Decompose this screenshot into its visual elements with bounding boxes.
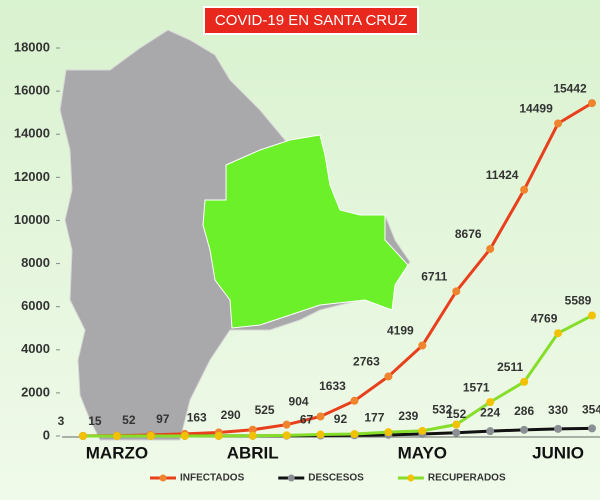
data-label: 354 (582, 403, 600, 417)
data-label: 97 (156, 412, 170, 426)
x-tick-label: MAYO (398, 443, 447, 462)
data-label: 2511 (497, 360, 523, 374)
data-label: 2763 (353, 355, 380, 369)
data-point (384, 372, 393, 381)
data-point (520, 425, 529, 434)
y-tick-label: 16000 (14, 83, 50, 98)
y-tick-label: 0 (43, 427, 50, 442)
y-tick-label: 18000 (14, 39, 50, 54)
data-point (79, 432, 87, 440)
chart-title: COVID-19 EN SANTA CRUZ (215, 12, 407, 29)
legend-label: INFECTADOS (180, 473, 245, 484)
y-tick-label: 2000 (21, 384, 50, 399)
y-tick-label: 12000 (14, 169, 50, 184)
data-label: 224 (480, 405, 500, 419)
data-point (486, 427, 495, 436)
data-point (588, 424, 596, 433)
data-label: 1571 (463, 380, 490, 394)
data-label: 290 (221, 408, 241, 422)
data-point (180, 431, 189, 440)
data-label: 177 (364, 410, 384, 424)
title-box (203, 6, 419, 35)
data-point (146, 432, 155, 440)
data-point (418, 426, 427, 435)
data-point (452, 420, 461, 429)
legend-marker (407, 474, 415, 482)
data-point (452, 287, 461, 296)
data-label: 15442 (553, 81, 587, 95)
legend-marker (159, 474, 167, 482)
data-label: 6711 (421, 270, 447, 284)
data-label: 330 (548, 403, 568, 417)
data-point (112, 432, 121, 440)
data-point (316, 430, 325, 439)
data-label: 14499 (519, 102, 553, 116)
series-line (82, 101, 593, 438)
data-point (214, 431, 223, 440)
data-label: 1633 (319, 379, 346, 393)
y-tick-label: 14000 (14, 126, 50, 141)
data-label: 904 (289, 395, 309, 409)
data-label: 152 (446, 407, 466, 421)
data-point (452, 428, 461, 437)
data-point (418, 341, 427, 350)
y-tick-label: 8000 (21, 255, 50, 270)
y-tick-label: 6000 (21, 298, 50, 313)
y-tick-label: 10000 (14, 212, 50, 227)
data-point (486, 398, 495, 407)
data-label: 8676 (455, 227, 482, 241)
data-point (282, 420, 291, 429)
data-point (316, 412, 325, 421)
data-label: 15 (88, 414, 102, 428)
data-label: 52 (122, 413, 136, 427)
data-label: 3 (58, 414, 65, 428)
data-point (554, 329, 563, 338)
data-label: 5589 (565, 294, 592, 308)
legend-label: RECUPERADOS (428, 473, 506, 484)
data-label: 92 (334, 412, 348, 426)
data-point (350, 396, 359, 405)
data-point (384, 428, 393, 437)
x-tick-label: JUNIO (532, 443, 584, 462)
data-label: 239 (398, 409, 418, 423)
data-point (520, 185, 529, 194)
data-point (486, 244, 495, 253)
data-point (520, 377, 529, 386)
x-tick-label: ABRIL (227, 443, 279, 462)
data-point (554, 424, 563, 433)
data-point (350, 430, 359, 439)
legend-marker (287, 474, 295, 482)
series-line (83, 314, 593, 438)
data-label: 4199 (387, 324, 414, 338)
data-point (282, 431, 291, 440)
data-point (554, 119, 563, 128)
map-santa-cruz (202, 134, 409, 329)
data-point (248, 431, 257, 440)
data-label: 163 (187, 411, 207, 425)
y-tick-label: 4000 (21, 341, 50, 356)
data-label: 4769 (531, 311, 558, 325)
data-point (248, 425, 257, 434)
legend-label: DESCESOS (308, 473, 364, 484)
data-label: 11424 (486, 168, 519, 182)
data-label: 286 (514, 404, 534, 418)
data-label: 532 (432, 403, 452, 417)
data-point (588, 99, 596, 108)
data-label: 67 (300, 413, 314, 427)
data-label: 525 (255, 403, 275, 417)
x-tick-label: MARZO (86, 443, 148, 462)
data-point (588, 311, 596, 320)
